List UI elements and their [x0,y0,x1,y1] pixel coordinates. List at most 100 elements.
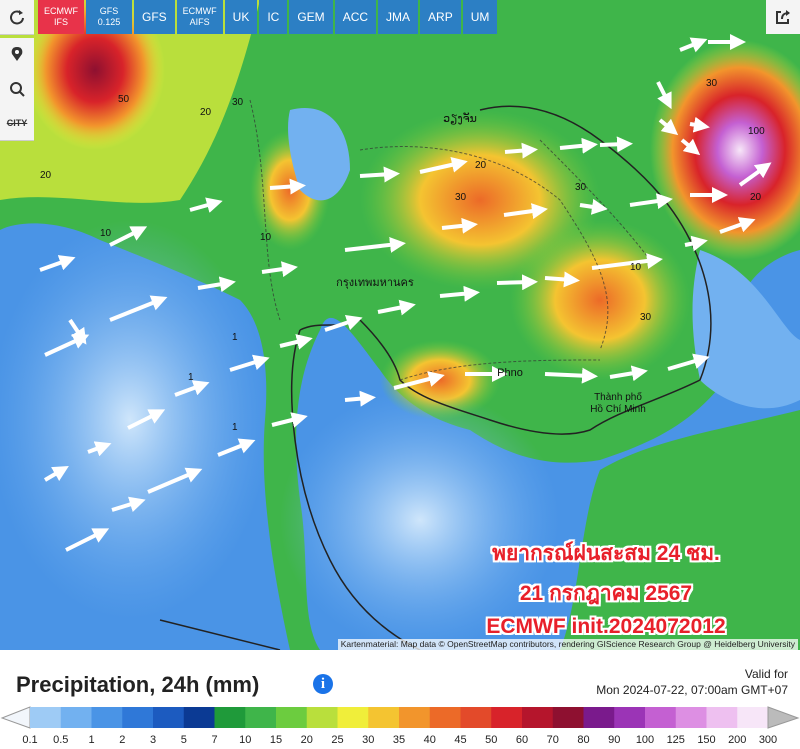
model-button[interactable]: ARP [420,0,461,34]
legend-label: 150 [697,734,715,746]
wind-arrow [87,441,112,457]
wind-arrow [229,354,270,372]
legend-swatch [737,707,769,728]
model-button[interactable]: GFS [134,0,175,34]
wind-arrow [579,198,608,215]
wind-arrow [503,203,548,220]
legend-swatch [30,707,62,728]
model-button[interactable]: IC [259,0,288,34]
place-label: Thành phố Hồ Chí Minh [590,391,646,415]
legend-swatch [460,707,492,728]
wind-arrow [544,271,580,288]
wind-arrow [174,380,210,397]
contour-label: 1 [232,332,238,343]
wind-arrow [65,528,110,552]
legend-swatch [583,707,615,728]
legend-swatch [122,707,154,728]
attribution: Kartenmaterial: Map data © OpenStreetMap… [337,639,798,650]
place-label: ວຽງຈັນ [443,111,477,125]
wind-arrow [419,156,468,174]
legend-label: 45 [454,734,466,746]
model-button[interactable]: ACC [334,0,377,34]
wind-arrow [109,295,168,322]
legend-swatch [91,707,123,728]
wind-arrow [324,314,363,332]
contour-label: 20 [200,107,212,118]
legend-label: 15 [270,734,282,746]
legend-swatch [614,707,646,728]
contour-label: 10 [630,262,642,273]
legend-label: 40 [424,734,436,746]
contour-label: 1 [188,372,194,383]
city-button[interactable]: CITY [0,106,34,141]
contour-label: 10 [260,232,272,243]
legend-swatch [429,707,461,728]
wind-arrow [679,37,708,53]
wind-arrow [279,334,313,350]
contour-label: 30 [706,78,718,89]
legend-label: 0.5 [53,734,68,746]
legend-label: 125 [667,734,685,746]
refresh-icon [10,10,24,25]
legend-label: 7 [211,734,217,746]
wind-arrow [496,274,538,291]
wind-arrow [738,162,772,187]
contour-label: 30 [640,312,652,323]
model-button[interactable]: ECMWF AIFS [176,0,223,34]
overlay-date: 21 กรกฎาคม 2567 [519,582,693,605]
info-button[interactable]: i [313,674,333,694]
legend-label: 30 [362,734,374,746]
contour-label: 10 [100,228,112,239]
zoom-button[interactable] [0,72,34,107]
legend-swatch [491,707,523,728]
wind-arrow [609,365,648,382]
location-button[interactable] [0,38,34,73]
contour-label: 20 [475,160,487,171]
wind-arrow [439,285,480,302]
wind-arrow [269,178,306,195]
place-label: กรุงเทพมหานคร [336,277,414,289]
legend-swatch [214,707,246,728]
model-button[interactable]: GEM [289,0,333,34]
legend-swatch [245,707,277,728]
wind-arrow [689,116,710,133]
legend-label: 0.1 [22,734,37,746]
legend-label: 300 [759,734,777,746]
legend-label: 1 [88,734,94,746]
wind-arrow [68,318,87,345]
legend-label: 60 [516,734,528,746]
legend-label: 10 [239,734,251,746]
model-button[interactable]: UM [462,0,498,34]
share-button[interactable] [766,0,800,34]
legend-swatch [153,707,185,728]
legend-label: 200 [728,734,746,746]
wind-arrow [197,276,236,293]
wind-arrow [111,496,146,512]
model-button[interactable]: JMA [378,0,419,34]
wind-arrow [377,299,416,316]
model-button[interactable]: ECMWF IFS [38,0,84,34]
legend-swatch [60,707,92,728]
wind-arrow [684,235,708,252]
contour-label: 30 [232,97,244,108]
legend-swatch [522,707,554,728]
wind-arrow [147,467,203,494]
legend-swatch [276,707,308,728]
contour-label: 1 [232,422,238,433]
model-button[interactable]: UK [224,0,258,34]
contour-label: 30 [455,192,467,203]
map: 50 20 10 30 20 10 30 20 30 30 100 30 20 1 1 1 10 ວຽງຈັນ ก… [0,0,800,650]
legend-label: 3 [150,734,156,746]
refresh-button[interactable] [0,0,34,35]
wind-arrow [271,412,308,428]
wind-arrow [719,217,756,234]
contour-label: 100 [748,126,765,137]
overlay-title: พยากรณ์ฝนสะสม 24 ชม. [492,542,720,565]
wind-arrow [680,138,701,156]
model-button[interactable]: GFS 0.125 [86,0,132,34]
legend-label: 35 [393,734,405,746]
zoom-icon [10,82,25,97]
wind-arrow [504,142,538,159]
wind-arrow [359,166,400,183]
